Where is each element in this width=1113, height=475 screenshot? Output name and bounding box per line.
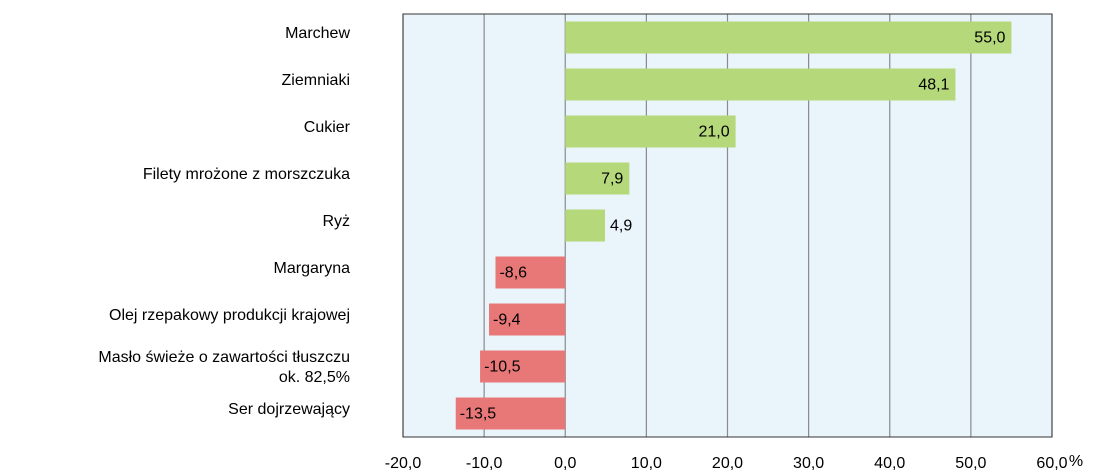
category-label: Olej rzepakowy produkcji krajowej	[109, 306, 350, 324]
data-label: -8,6	[499, 265, 527, 282]
category-label: Ziemniaki	[281, 71, 350, 89]
x-tick-label: 20,0	[712, 455, 743, 472]
bar	[565, 162, 630, 195]
bar	[455, 397, 566, 430]
x-tick-label: 60,0	[1036, 455, 1067, 472]
category-label: Masło świeże o zawartości tłuszczu ok. 8…	[98, 348, 350, 386]
x-unit: %	[1069, 453, 1083, 470]
bar	[565, 209, 606, 242]
bar	[565, 68, 956, 101]
plot-border	[402, 13, 1053, 438]
x-tick-label: 50,0	[955, 455, 986, 472]
bars	[455, 21, 1012, 430]
x-tick-label: 10,0	[631, 455, 662, 472]
x-tick-label: 40,0	[874, 455, 905, 472]
x-tick-label: -10,0	[466, 455, 503, 472]
x-tick-label: 30,0	[793, 455, 824, 472]
category-label: Ryż	[322, 212, 350, 230]
data-label: -9,4	[493, 312, 521, 329]
category-label: Marchew	[285, 24, 350, 42]
x-tick-label: 0,0	[554, 455, 576, 472]
data-label: 21,0	[698, 124, 729, 141]
bar	[495, 256, 566, 289]
data-label: -13,5	[460, 406, 497, 423]
data-label: -10,5	[484, 359, 521, 376]
bar	[565, 115, 736, 148]
category-label: Margaryna	[273, 259, 350, 277]
data-label: 48,1	[918, 77, 949, 94]
data-label: 4,9	[610, 218, 632, 235]
bar	[488, 303, 566, 336]
category-label: Ser dojrzewający	[228, 400, 350, 418]
bar	[565, 21, 1012, 54]
x-tick-label: -20,0	[385, 455, 422, 472]
data-label: 55,0	[974, 30, 1005, 47]
data-label: 7,9	[601, 171, 623, 188]
bar	[480, 350, 566, 383]
category-label: Filety mrożone z morszczuka	[142, 165, 350, 183]
category-label: Cukier	[303, 118, 350, 136]
